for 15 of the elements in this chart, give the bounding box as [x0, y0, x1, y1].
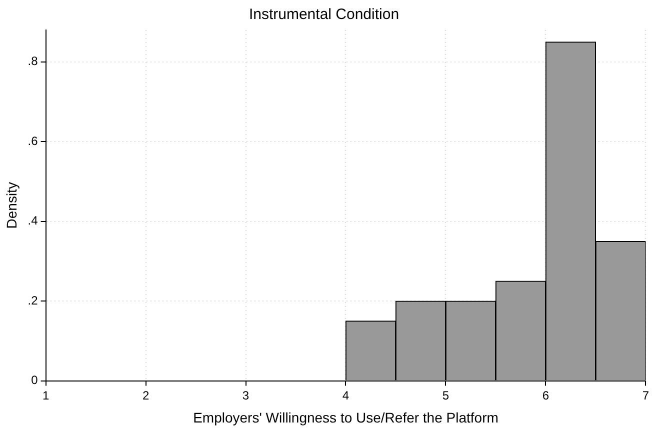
y-tick-label: .2 [28, 293, 38, 308]
y-tick-label: 0 [31, 373, 38, 388]
chart-title: Instrumental Condition [248, 6, 400, 24]
y-tick-label: .4 [28, 214, 38, 228]
x-tick-label: 2 [142, 388, 150, 402]
y-tick-label: .6 [28, 134, 38, 148]
x-axis-title: Employers' Willingness to Use/Refer the Platform [193, 409, 498, 426]
x-tick-label: 5 [442, 388, 450, 402]
x-tick-label: 6 [542, 388, 550, 402]
y-axis-title: Density [3, 182, 20, 229]
x-tick-label: 7 [642, 388, 650, 402]
x-tick-label: 3 [242, 388, 250, 402]
x-tick-label: 4 [342, 388, 350, 402]
y-tick-label: .8 [28, 54, 38, 68]
x-tick-label: 1 [42, 388, 50, 402]
